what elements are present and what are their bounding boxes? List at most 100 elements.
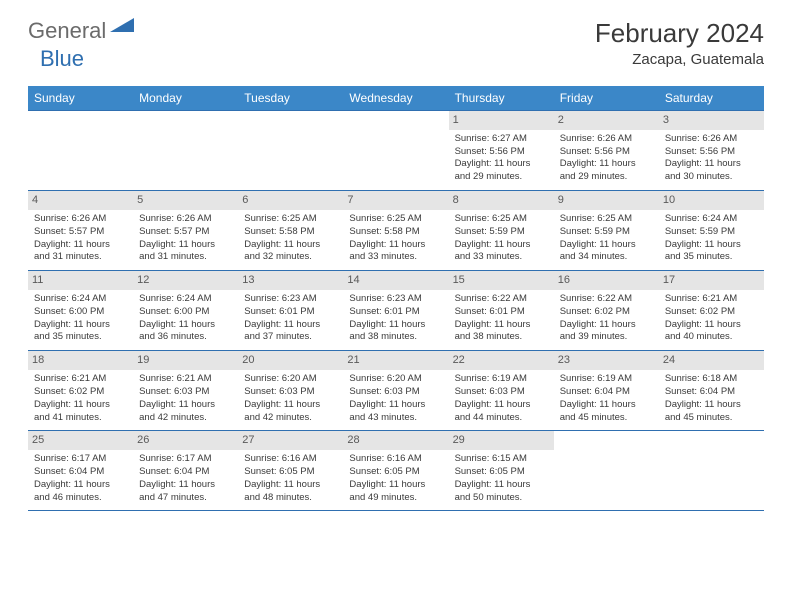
daylight-line: Daylight: 11 hours and 38 minutes. (455, 319, 548, 345)
sunset-line: Sunset: 6:04 PM (139, 466, 232, 479)
daylight-line: Daylight: 11 hours and 41 minutes. (34, 399, 127, 425)
sunset-line: Sunset: 5:57 PM (34, 226, 127, 239)
sunrise-line: Sunrise: 6:27 AM (455, 133, 548, 146)
sunset-line: Sunset: 6:02 PM (560, 306, 653, 319)
daylight-line: Daylight: 11 hours and 29 minutes. (455, 158, 548, 184)
daylight-line: Daylight: 11 hours and 49 minutes. (349, 479, 442, 505)
calendar-day-cell: 20Sunrise: 6:20 AMSunset: 6:03 PMDayligh… (238, 351, 343, 431)
calendar-head: SundayMondayTuesdayWednesdayThursdayFrid… (28, 86, 764, 111)
weekday-header: Monday (133, 86, 238, 111)
sunset-line: Sunset: 6:02 PM (34, 386, 127, 399)
calendar-day-cell: 17Sunrise: 6:21 AMSunset: 6:02 PMDayligh… (659, 271, 764, 351)
day-number: 6 (238, 191, 343, 210)
calendar-day-cell: 26Sunrise: 6:17 AMSunset: 6:04 PMDayligh… (133, 431, 238, 511)
sunset-line: Sunset: 5:58 PM (244, 226, 337, 239)
calendar-day-cell: 1 Sunrise: 6:27 AMSunset: 5:56 PMDaylight… (449, 111, 554, 191)
daylight-line: Daylight: 11 hours and 40 minutes. (665, 319, 758, 345)
day-number: 3 (659, 111, 764, 130)
sunrise-line: Sunrise: 6:24 AM (665, 213, 758, 226)
day-number: 5 (133, 191, 238, 210)
calendar-day-cell: 19Sunrise: 6:21 AMSunset: 6:03 PMDayligh… (133, 351, 238, 431)
sunset-line: Sunset: 5:59 PM (560, 226, 653, 239)
daylight-line: Daylight: 11 hours and 34 minutes. (560, 239, 653, 265)
calendar-day-cell (659, 431, 764, 511)
sunset-line: Sunset: 5:59 PM (665, 226, 758, 239)
sunset-line: Sunset: 5:56 PM (455, 146, 548, 159)
sunset-line: Sunset: 6:04 PM (665, 386, 758, 399)
calendar-day-cell (343, 111, 448, 191)
day-number: 24 (659, 351, 764, 370)
sunrise-line: Sunrise: 6:26 AM (34, 213, 127, 226)
sunrise-line: Sunrise: 6:17 AM (139, 453, 232, 466)
calendar-day-cell: 6 Sunrise: 6:25 AMSunset: 5:58 PMDaylight… (238, 191, 343, 271)
daylight-line: Daylight: 11 hours and 44 minutes. (455, 399, 548, 425)
day-number: 22 (449, 351, 554, 370)
daylight-line: Daylight: 11 hours and 45 minutes. (665, 399, 758, 425)
calendar-day-cell: 18Sunrise: 6:21 AMSunset: 6:02 PMDayligh… (28, 351, 133, 431)
sunrise-line: Sunrise: 6:19 AM (455, 373, 548, 386)
day-number: 18 (28, 351, 133, 370)
sunset-line: Sunset: 6:05 PM (244, 466, 337, 479)
calendar-day-cell: 4Sunrise: 6:26 AMSunset: 5:57 PMDaylight… (28, 191, 133, 271)
sunset-line: Sunset: 6:04 PM (34, 466, 127, 479)
sunset-line: Sunset: 6:01 PM (349, 306, 442, 319)
title-block: February 2024 Zacapa, Guatemala (595, 18, 764, 68)
calendar-week-row: 1 Sunrise: 6:27 AMSunset: 5:56 PMDaylight… (28, 111, 764, 191)
sunset-line: Sunset: 5:59 PM (455, 226, 548, 239)
daylight-line: Daylight: 11 hours and 32 minutes. (244, 239, 337, 265)
daylight-line: Daylight: 11 hours and 43 minutes. (349, 399, 442, 425)
sunrise-line: Sunrise: 6:25 AM (560, 213, 653, 226)
daylight-line: Daylight: 11 hours and 42 minutes. (244, 399, 337, 425)
sunrise-line: Sunrise: 6:21 AM (665, 293, 758, 306)
sunrise-line: Sunrise: 6:22 AM (560, 293, 653, 306)
sunrise-line: Sunrise: 6:20 AM (349, 373, 442, 386)
day-number: 10 (659, 191, 764, 210)
day-number: 16 (554, 271, 659, 290)
sunrise-line: Sunrise: 6:16 AM (244, 453, 337, 466)
logo: General (28, 18, 136, 44)
sunrise-line: Sunrise: 6:22 AM (455, 293, 548, 306)
calendar-day-cell (238, 111, 343, 191)
day-number: 26 (133, 431, 238, 450)
calendar-day-cell (133, 111, 238, 191)
calendar-day-cell: 2Sunrise: 6:26 AMSunset: 5:56 PMDaylight… (554, 111, 659, 191)
day-number: 17 (659, 271, 764, 290)
sunset-line: Sunset: 5:58 PM (349, 226, 442, 239)
calendar-day-cell: 15 Sunrise: 6:22 AMSunset: 6:01 PMDayligh… (449, 271, 554, 351)
sunrise-line: Sunrise: 6:17 AM (34, 453, 127, 466)
sunset-line: Sunset: 6:03 PM (455, 386, 548, 399)
daylight-line: Daylight: 11 hours and 42 minutes. (139, 399, 232, 425)
sunrise-line: Sunrise: 6:25 AM (349, 213, 442, 226)
sunrise-line: Sunrise: 6:16 AM (349, 453, 442, 466)
sunset-line: Sunset: 6:03 PM (349, 386, 442, 399)
day-number: 1 (449, 111, 554, 130)
calendar-day-cell: 27Sunrise: 6:16 AMSunset: 6:05 PMDayligh… (238, 431, 343, 511)
sunrise-line: Sunrise: 6:25 AM (455, 213, 548, 226)
logo-text-blue: Blue (40, 46, 84, 71)
calendar-day-cell: 16Sunrise: 6:22 AMSunset: 6:02 PMDayligh… (554, 271, 659, 351)
sunrise-line: Sunrise: 6:21 AM (139, 373, 232, 386)
day-number: 4 (28, 191, 133, 210)
calendar-day-cell: 10Sunrise: 6:24 AMSunset: 5:59 PMDayligh… (659, 191, 764, 271)
daylight-line: Daylight: 11 hours and 46 minutes. (34, 479, 127, 505)
sunset-line: Sunset: 6:01 PM (455, 306, 548, 319)
daylight-line: Daylight: 11 hours and 50 minutes. (455, 479, 548, 505)
sunrise-line: Sunrise: 6:24 AM (139, 293, 232, 306)
day-number: 14 (343, 271, 448, 290)
day-number: 15 (449, 271, 554, 290)
sunrise-line: Sunrise: 6:19 AM (560, 373, 653, 386)
calendar-day-cell: 29Sunrise: 6:15 AMSunset: 6:05 PMDayligh… (449, 431, 554, 511)
daylight-line: Daylight: 11 hours and 31 minutes. (139, 239, 232, 265)
sunset-line: Sunset: 5:57 PM (139, 226, 232, 239)
sunrise-line: Sunrise: 6:20 AM (244, 373, 337, 386)
daylight-line: Daylight: 11 hours and 35 minutes. (34, 319, 127, 345)
daylight-line: Daylight: 11 hours and 33 minutes. (455, 239, 548, 265)
day-number: 12 (133, 271, 238, 290)
logo-triangle-icon (110, 16, 134, 39)
sunset-line: Sunset: 6:03 PM (139, 386, 232, 399)
weekday-header: Wednesday (343, 86, 448, 111)
day-number: 9 (554, 191, 659, 210)
sunrise-line: Sunrise: 6:25 AM (244, 213, 337, 226)
calendar-day-cell (554, 431, 659, 511)
calendar-day-cell: 5Sunrise: 6:26 AMSunset: 5:57 PMDaylight… (133, 191, 238, 271)
